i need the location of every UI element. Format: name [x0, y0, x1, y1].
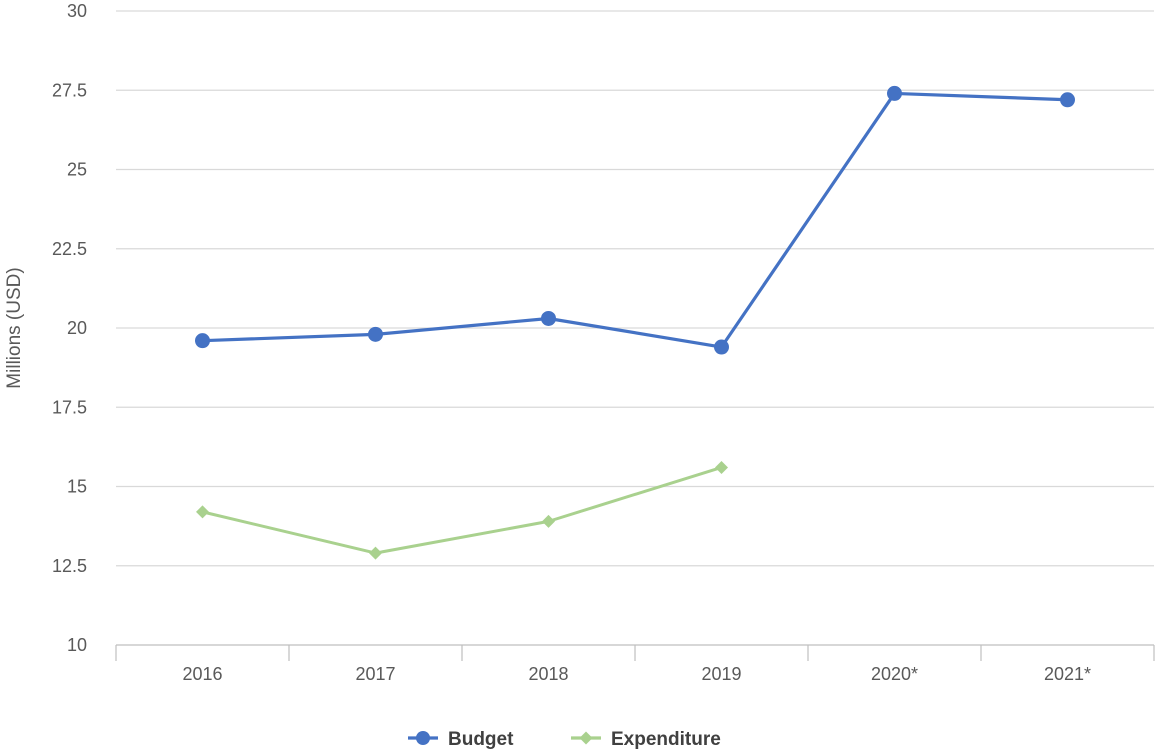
legend-label: Budget [448, 729, 514, 750]
x-tick-label: 2021* [1044, 664, 1091, 684]
series-line [202, 466, 722, 555]
legend-item-expenditure: Expenditure [571, 729, 721, 750]
y-axis-title: Millions (USD) [4, 267, 25, 388]
series-line [202, 91, 1068, 349]
data-point [541, 310, 556, 326]
series-budget [195, 85, 1075, 355]
y-axis: 10 12.5 15 17.5 20 22.5 25 27.5 30 [52, 1, 87, 655]
y-tick-label: 17.5 [52, 397, 87, 417]
y-tick-label: 27.5 [52, 80, 87, 100]
y-tick-label: 12.5 [52, 556, 87, 576]
data-point [1060, 92, 1075, 108]
gridlines [116, 10, 1154, 567]
x-tick-label: 2019 [701, 664, 741, 684]
x-tick-label: 2016 [182, 664, 222, 684]
x-axis: 2016 2017 2018 2019 2020* 2021* [115, 644, 1155, 684]
y-tick-label: 10 [67, 635, 87, 655]
data-point [714, 339, 729, 355]
data-point [369, 546, 382, 560]
legend-label: Expenditure [611, 729, 721, 750]
x-tick-label: 2017 [355, 664, 395, 684]
data-point [887, 85, 902, 101]
y-tick-label: 22.5 [52, 239, 87, 259]
y-tick-label: 30 [67, 1, 87, 21]
x-tick-label: 2018 [528, 664, 568, 684]
series-group [195, 85, 1075, 560]
legend-swatch-marker [579, 731, 593, 745]
data-point [715, 460, 728, 474]
data-point [196, 505, 209, 519]
data-point [368, 326, 383, 342]
x-tick-label: 2020* [871, 664, 918, 684]
y-tick-label: 20 [67, 318, 87, 338]
legend-item-budget: Budget [408, 729, 514, 750]
y-tick-label: 25 [67, 160, 87, 180]
y-tick-label: 15 [67, 477, 87, 497]
data-point [542, 514, 555, 528]
series-expenditure [196, 460, 728, 560]
data-point [195, 333, 210, 349]
legend-swatch-marker [416, 731, 430, 745]
legend: Budget Expenditure [408, 729, 721, 750]
